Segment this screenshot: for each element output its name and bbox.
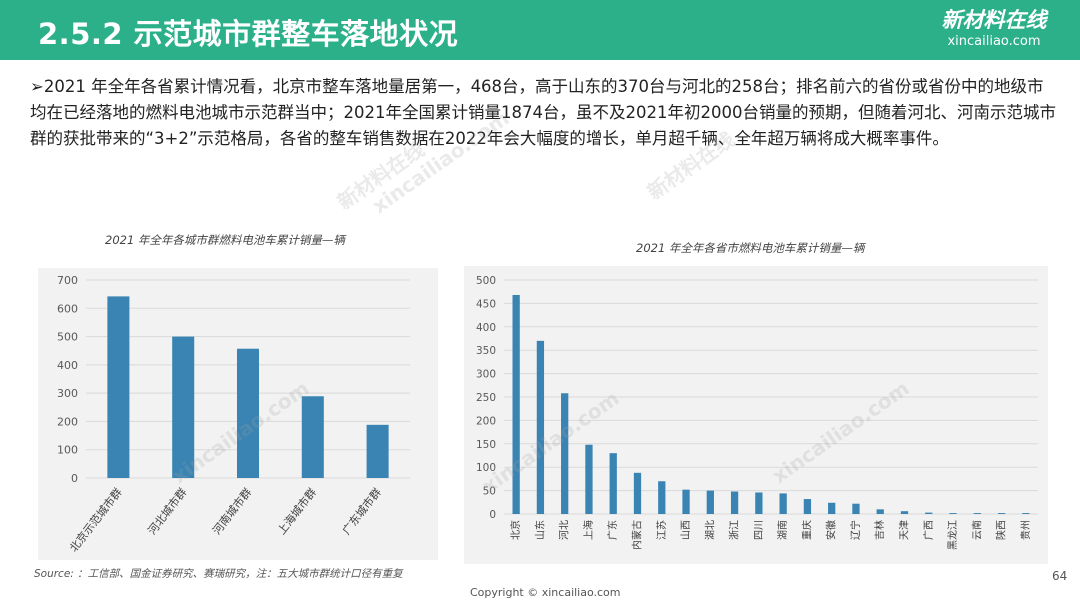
x-tick-label: 湖南 — [776, 520, 789, 540]
bar — [876, 509, 884, 514]
x-tick-label: 辽宁 — [849, 520, 862, 540]
y-tick-label: 600 — [57, 302, 78, 315]
x-tick-label: 上海 — [582, 520, 595, 540]
y-tick-label: 400 — [57, 359, 78, 372]
x-tick-label: 广东 — [606, 520, 619, 540]
bar — [730, 491, 739, 514]
x-tick-label: 贵州 — [1019, 520, 1032, 540]
bar — [609, 453, 617, 514]
y-tick-label: 100 — [57, 444, 78, 457]
x-tick-label: 江苏 — [655, 520, 668, 540]
y-tick-label: 250 — [476, 392, 496, 404]
bullet-icon: ➢ — [30, 77, 44, 96]
bar — [561, 393, 569, 514]
x-tick-label: 湖北 — [704, 520, 716, 540]
source-note: Source: ：工信部、国金证券研究、赛瑞研究，注：五大城市群统计口径有重复 — [34, 568, 403, 580]
x-tick-label: 山东 — [533, 520, 546, 540]
x-tick-label: 天津 — [899, 520, 911, 540]
x-tick-label: 吉林 — [873, 520, 886, 540]
y-tick-label: 0 — [489, 509, 496, 521]
chart1-svg: 0 100 200 300 400 500 600 700 北京示范城市群 河北城市群 河南城市群上… — [57, 274, 410, 555]
bar — [779, 493, 787, 514]
chart2-panel: 0 50 100 150 200 250 300 350 400 450 500 北京 山东 河北 上海 广东… — [464, 266, 1048, 564]
x-tick-label: 河南城市群 — [209, 485, 254, 537]
bar — [755, 492, 763, 514]
logo-text-en: xincailiao.com — [947, 34, 1041, 49]
x-tick-label: 浙江 — [729, 520, 741, 540]
bar — [585, 444, 593, 514]
x-tick-label: 上海城市群 — [274, 485, 319, 537]
bar — [512, 294, 520, 514]
bar — [658, 481, 666, 514]
x-tick-label: 四川 — [754, 520, 765, 540]
bar — [900, 511, 909, 514]
y-tick-label: 150 — [476, 439, 496, 451]
bar — [682, 489, 690, 514]
x-tick-label: 内蒙古 — [631, 520, 644, 550]
bar — [236, 348, 260, 478]
x-tick-label: 广西 — [923, 520, 935, 540]
bar — [997, 513, 1006, 514]
bar — [366, 424, 389, 478]
x-tick-label: 山西 — [680, 520, 692, 540]
summary-text: 2021 年全年各省累计情况看，北京市整车落地量居第一，468台，高于山东的37… — [30, 77, 1056, 148]
y-tick-label: 200 — [476, 415, 496, 427]
x-tick-label: 广东城市群 — [339, 485, 384, 537]
y-tick-label: 300 — [57, 387, 78, 400]
bar — [172, 336, 195, 478]
y-tick-label: 350 — [476, 345, 496, 357]
chart2-svg: 0 50 100 150 200 250 300 350 400 450 500 北京 山东 河北 上海 广东… — [476, 275, 1038, 550]
chart1-title: 2021 年全年各城市群燃料电池车累计销量—辆 — [105, 233, 345, 247]
y-tick-label: 500 — [57, 331, 78, 344]
x-tick-label: 云南 — [970, 520, 983, 540]
bar — [852, 503, 860, 514]
x-tick-label: 黑龙江 — [946, 520, 959, 550]
y-tick-label: 0 — [71, 472, 78, 485]
chart2-title: 2021 年全年各省市燃料电池车累计销量—辆 — [636, 241, 865, 255]
x-tick-label: 陕西 — [995, 520, 1008, 540]
y-tick-label: 500 — [476, 275, 496, 287]
chart1-panel: 0 100 200 300 400 500 600 700 北京示范城市群 河北城市群 河南城市群上… — [38, 268, 438, 560]
x-tick-label: 河北城市群 — [145, 485, 190, 537]
bar — [1022, 513, 1030, 514]
bar — [536, 340, 545, 514]
y-tick-label: 400 — [476, 322, 496, 334]
y-tick-label: 700 — [57, 274, 78, 287]
x-tick-label: 北京示范城市群 — [66, 485, 124, 554]
x-tick-label: 北京 — [509, 520, 522, 540]
x-tick-label: 河北 — [559, 520, 571, 540]
copyright: Copyright © xincailiao.com — [470, 586, 621, 599]
y-tick-label: 50 — [483, 486, 496, 498]
bar — [107, 296, 130, 478]
x-tick-label: 安徽 — [825, 520, 838, 540]
bar — [828, 502, 836, 514]
y-tick-label: 100 — [476, 462, 496, 474]
page-number: 64 — [1052, 569, 1068, 583]
y-tick-label: 300 — [476, 369, 496, 381]
page-title: 2.5.2 示范城市群整车落地状况 — [38, 17, 459, 51]
y-tick-label: 450 — [476, 298, 496, 310]
bar — [301, 396, 324, 478]
header-bar: 2.5.2 示范城市群整车落地状况 新材料在线 xincailiao.com — [0, 0, 1080, 60]
logo-text-cn: 新材料在线 — [941, 8, 1047, 32]
brand-logo: 新材料在线 xincailiao.com — [924, 6, 1064, 56]
bar — [633, 472, 642, 514]
summary-paragraph: ➢2021 年全年各省累计情况看，北京市整车落地量居第一，468台，高于山东的3… — [30, 74, 1060, 152]
bar — [803, 499, 812, 514]
x-tick-label: 重庆 — [800, 520, 813, 540]
bar — [973, 513, 981, 514]
bar — [949, 513, 957, 514]
y-tick-label: 200 — [57, 415, 78, 428]
bar — [925, 512, 933, 514]
bar — [706, 490, 714, 514]
